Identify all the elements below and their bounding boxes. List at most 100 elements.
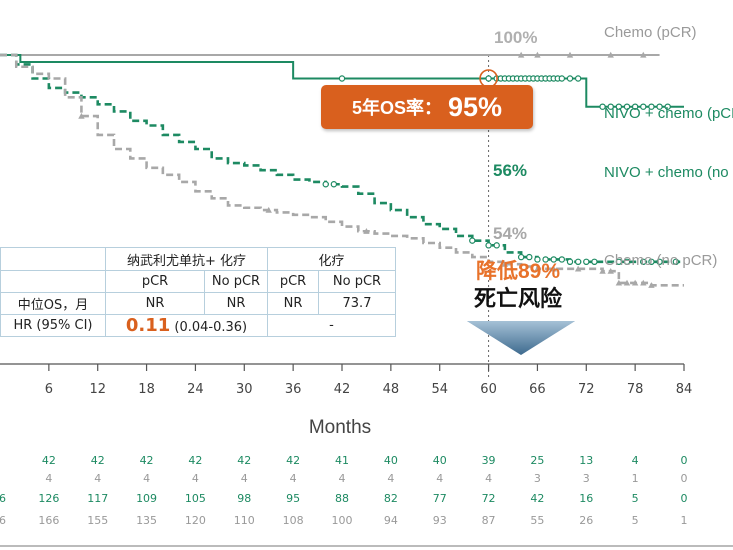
risk-value: 42	[286, 454, 300, 467]
risk-value: 5	[632, 492, 639, 505]
series-label-chemo-no-pcr: Chemo (no pCR)	[604, 252, 717, 269]
x-tick-label: 30	[236, 382, 253, 397]
censor-mark-nivo-no-pcr	[640, 258, 647, 265]
risk-value: 98	[237, 492, 251, 505]
summary-group-row: 纳武利尤单抗+ 化疗 化疗	[0, 247, 396, 271]
x-tick-label: 78	[627, 382, 644, 397]
x-tick-label: 54	[431, 382, 448, 397]
censor-mark-nivo-no-pcr	[591, 258, 598, 265]
summary-table: 纳武利尤单抗+ 化疗 化疗 pCR No pCR pCR No pCR 中位OS…	[0, 247, 396, 337]
censor-mark-chemo-pcr	[534, 51, 541, 58]
censor-mark-nivo-no-pcr	[558, 256, 566, 263]
x-tick-label: 36	[285, 382, 302, 397]
risk-value: 100	[332, 514, 353, 527]
percent-label-top: 100%	[494, 28, 537, 47]
risk-value: 0	[681, 472, 688, 485]
risk-value: 25	[530, 454, 544, 467]
censor-mark-nivo-pcr	[623, 103, 631, 110]
censor-mark-nivo-no-pcr	[623, 258, 631, 265]
censor-mark-chemo-no-pcr	[607, 268, 614, 274]
series-label-nivo-pcr: NIVO + chemo (pCR	[604, 105, 733, 122]
risk-value: 5	[632, 514, 639, 527]
risk-value: 40	[384, 454, 398, 467]
risk-value: 0	[681, 454, 688, 467]
censor-mark-nivo-pcr	[656, 103, 663, 110]
percent-label-chemo-no-pcr: 54%	[493, 224, 527, 243]
risk-value: 4	[94, 472, 101, 485]
censor-mark-nivo-no-pcr	[517, 253, 525, 261]
censor-mark-nivo-no-pcr	[542, 256, 549, 263]
series-line-chemo-no-pcr	[0, 53, 684, 287]
five-year-os-callout: 5年OS率： 95%	[321, 85, 533, 129]
summary-sub-pcr-chemo: pCR	[267, 270, 319, 293]
risk-value: 120	[185, 514, 206, 527]
summary-hr-row: HR (95% CI) 0.11 (0.04-0.36) -	[0, 314, 396, 337]
risk-value: 82	[384, 492, 398, 505]
series-label-nivo-no-pcr: NIVO + chemo (no p	[604, 164, 733, 181]
risk-value: 1	[681, 514, 688, 527]
risk-value: 42	[91, 454, 105, 467]
censor-mark-chemo-pcr	[517, 51, 525, 58]
risk-value: 39	[482, 454, 496, 467]
risk-value: 16	[579, 492, 593, 505]
censor-mark-nivo-pcr	[648, 103, 655, 110]
censor-mark-nivo-no-pcr	[615, 258, 623, 265]
x-tick-label: 84	[676, 382, 693, 397]
summary-subheader-blank	[0, 270, 106, 293]
risk-value: 40	[433, 454, 447, 467]
risk-value: 126	[38, 492, 59, 505]
risk-value: 4	[387, 472, 394, 485]
censor-mark-nivo-pcr	[664, 103, 671, 110]
risk-value: 42	[140, 454, 154, 467]
x-tick-label: 66	[529, 382, 546, 397]
censor-mark-chemo-no-pcr	[501, 260, 509, 267]
censor-mark-nivo-pcr	[607, 103, 614, 110]
risk-value: 4	[143, 472, 150, 485]
summary-hr-chemo: -	[267, 314, 396, 337]
risk-reduction-callout: 降低89% 死亡风险	[463, 259, 573, 313]
censor-mark-nivo-pcr	[631, 103, 639, 110]
risk-value: 109	[136, 492, 157, 505]
censor-mark-chemo-no-pcr	[599, 268, 606, 274]
os-callout-value: 95%	[447, 91, 503, 122]
censor-mark-chemo-no-pcr	[631, 279, 639, 286]
censor-mark-nivo-pcr	[485, 75, 492, 82]
x-tick-label: 24	[187, 382, 204, 397]
censor-mark-nivo-no-pcr	[583, 258, 590, 265]
censor-mark-nivo-pcr	[558, 75, 566, 82]
risk-value: 108	[283, 514, 304, 527]
risk-value: 42	[188, 454, 202, 467]
x-tick-label: 72	[578, 382, 595, 397]
risk-row-prefix: 6	[0, 514, 6, 527]
risk-value: 155	[87, 514, 108, 527]
summary-group-chemo: 化疗	[267, 247, 396, 271]
summary-hr-value: 0.11	[125, 315, 171, 336]
summary-median-label: 中位OS，月	[0, 292, 106, 315]
risk-value: 4	[339, 472, 346, 485]
risk-value: 87	[482, 514, 496, 527]
risk-value: 93	[433, 514, 447, 527]
censor-mark-nivo-no-pcr	[493, 242, 500, 249]
risk-table: 42 42 42 42 42 42 41 40 40 39 25 13 4 04 4 4 4 4 4 4 4 4 4 3 3 1 0…	[0, 454, 733, 547]
censor-mark-chemo-pcr	[566, 51, 574, 58]
risk-value: 4	[436, 472, 443, 485]
percent-label-nivo-no-pcr: 56%	[493, 161, 527, 180]
censor-mark-chemo-no-pcr	[78, 112, 85, 119]
risk-value: 41	[335, 454, 349, 467]
censor-mark-chemo-no-pcr	[623, 279, 631, 286]
summary-median-value: NR	[267, 292, 319, 315]
censor-mark-chemo-no-pcr	[265, 206, 272, 213]
risk-value: 1	[632, 472, 639, 485]
censor-mark-nivo-no-pcr	[469, 237, 476, 244]
risk-value: 105	[185, 492, 206, 505]
risk-value: 26	[579, 514, 593, 527]
censor-mark-nivo-no-pcr	[566, 258, 574, 265]
censor-mark-nivo-pcr	[566, 75, 574, 82]
censor-mark-nivo-no-pcr	[330, 181, 338, 188]
censor-mark-nivo-pcr	[599, 103, 606, 110]
x-tick-label: 6	[45, 382, 53, 397]
summary-hr-ci: (0.04-0.36)	[174, 320, 248, 335]
risk-value: 3	[583, 472, 590, 485]
censor-mark-nivo-no-pcr	[322, 181, 329, 188]
